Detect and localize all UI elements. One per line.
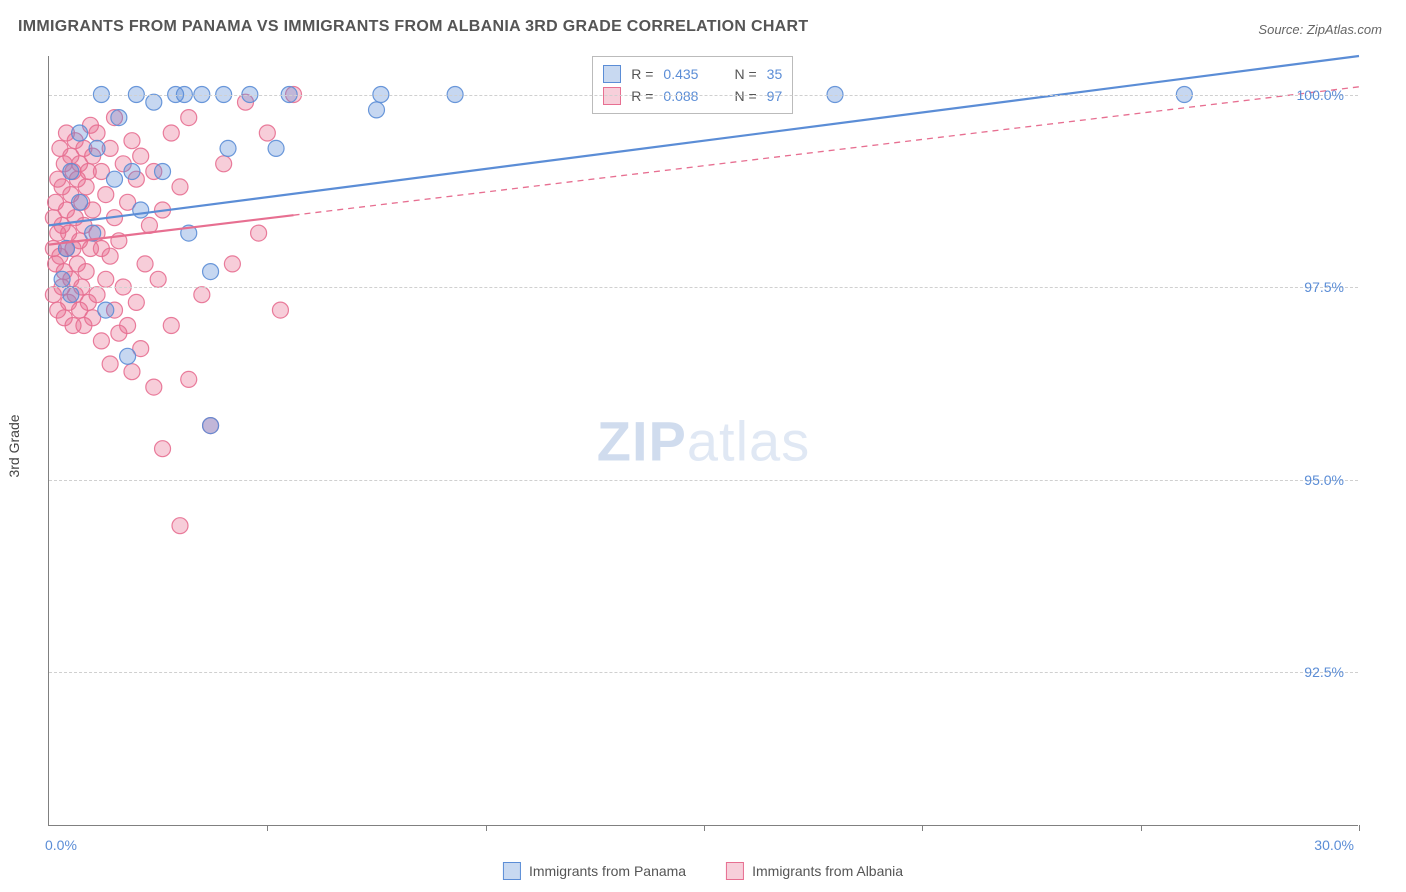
source-label: Source: [1258, 22, 1303, 37]
data-point [78, 179, 94, 195]
data-point [124, 133, 140, 149]
legend-label: Immigrants from Albania [752, 863, 903, 879]
y-tick-label: 97.5% [1304, 279, 1344, 295]
data-point [194, 287, 210, 303]
data-point [133, 148, 149, 164]
data-point [133, 202, 149, 218]
series-legend: Immigrants from Panama Immigrants from Al… [503, 862, 903, 880]
data-point [72, 194, 88, 210]
n-label: N = [734, 66, 756, 82]
r-label: R = [631, 66, 653, 82]
x-tick-mark [1359, 825, 1360, 831]
gridline-h [49, 287, 1358, 288]
x-tick-mark [267, 825, 268, 831]
chart-svg [49, 56, 1358, 825]
source-attribution: Source: ZipAtlas.com [1258, 22, 1382, 37]
x-tick-mark [1141, 825, 1142, 831]
gridline-h [49, 672, 1358, 673]
data-point [163, 125, 179, 141]
chart-container: IMMIGRANTS FROM PANAMA VS IMMIGRANTS FRO… [0, 0, 1406, 892]
x-tick-mark [704, 825, 705, 831]
plot-area: ZIPatlas R =0.435N =35R =0.088N =97 92.5… [48, 56, 1358, 826]
data-point [93, 333, 109, 349]
data-point [102, 356, 118, 372]
data-point [124, 364, 140, 380]
data-point [172, 179, 188, 195]
data-point [111, 110, 127, 126]
legend-item: Immigrants from Albania [726, 862, 903, 880]
y-tick-label: 100.0% [1297, 87, 1344, 103]
data-point [98, 302, 114, 318]
legend-item: Immigrants from Panama [503, 862, 686, 880]
legend-row: R = 0.435 N = 35 [603, 63, 782, 85]
source-value: ZipAtlas.com [1307, 22, 1382, 37]
r-label: R = [631, 88, 653, 104]
data-point [155, 441, 171, 457]
data-point [63, 287, 79, 303]
legend-label: Immigrants from Panama [529, 863, 686, 879]
legend-swatch [603, 87, 621, 105]
regression-line-dashed [294, 87, 1359, 215]
data-point [89, 287, 105, 303]
data-point [63, 164, 79, 180]
data-point [155, 164, 171, 180]
x-tick-mark [486, 825, 487, 831]
data-point [150, 271, 166, 287]
data-point [89, 125, 105, 141]
data-point [272, 302, 288, 318]
gridline-h [49, 95, 1358, 96]
data-point [146, 379, 162, 395]
data-point [98, 271, 114, 287]
data-point [203, 418, 219, 434]
data-point [137, 256, 153, 272]
r-value: 0.088 [663, 88, 698, 104]
data-point [163, 318, 179, 334]
data-point [124, 164, 140, 180]
x-tick-label: 30.0% [1314, 837, 1354, 853]
data-point [146, 94, 162, 110]
n-value: 97 [767, 88, 783, 104]
correlation-legend: R = 0.435 N = 35 R = 0.088 N = 97 [592, 56, 793, 114]
data-point [224, 256, 240, 272]
data-point [102, 248, 118, 264]
data-point [72, 125, 88, 141]
data-point [259, 125, 275, 141]
data-point [120, 318, 136, 334]
data-point [203, 264, 219, 280]
r-value: 0.435 [663, 66, 698, 82]
y-tick-label: 95.0% [1304, 472, 1344, 488]
legend-swatch [503, 862, 521, 880]
data-point [107, 171, 123, 187]
data-point [89, 140, 105, 156]
legend-row: R = 0.088 N = 97 [603, 85, 782, 107]
data-point [216, 156, 232, 172]
data-point [54, 271, 70, 287]
gridline-h [49, 480, 1358, 481]
legend-swatch [603, 65, 621, 83]
x-tick-label: 0.0% [45, 837, 77, 853]
data-point [78, 264, 94, 280]
data-point [181, 110, 197, 126]
data-point [268, 140, 284, 156]
data-point [181, 371, 197, 387]
data-point [98, 187, 114, 203]
n-label: N = [734, 88, 756, 104]
x-tick-mark [922, 825, 923, 831]
chart-title: IMMIGRANTS FROM PANAMA VS IMMIGRANTS FRO… [18, 18, 808, 36]
data-point [220, 140, 236, 156]
data-point [120, 348, 136, 364]
y-tick-label: 92.5% [1304, 664, 1344, 680]
n-value: 35 [767, 66, 783, 82]
data-point [251, 225, 267, 241]
data-point [128, 294, 144, 310]
data-point [172, 518, 188, 534]
data-point [369, 102, 385, 118]
y-axis-title: 3rd Grade [6, 414, 22, 477]
legend-swatch [726, 862, 744, 880]
